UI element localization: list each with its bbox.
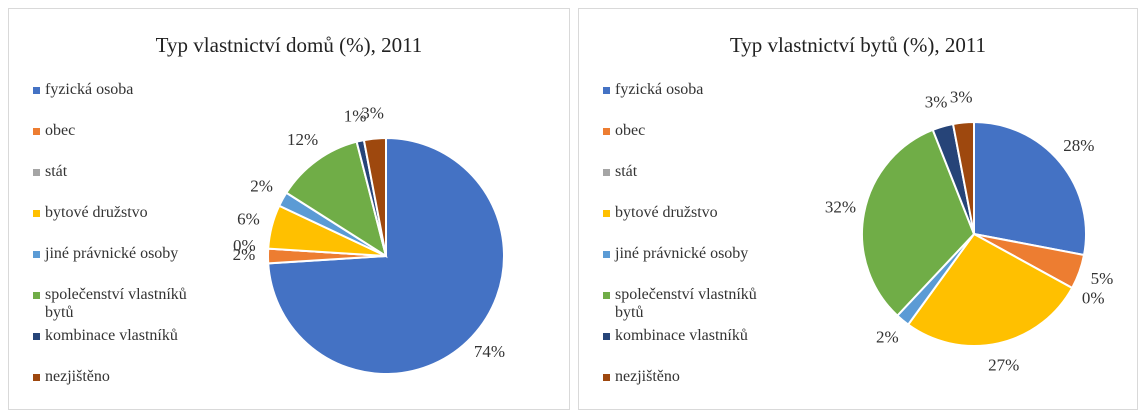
legend-swatch (33, 128, 40, 135)
legend-label: nezjištěno (45, 368, 110, 385)
legend-item: nezjištěno (603, 368, 775, 386)
pie: 28% 5%0% 27% 2% 32% 3% 3% (825, 88, 1114, 375)
data-label: 3% (925, 92, 948, 111)
pie: 74%2%0%6%2%12%1%3% (233, 104, 505, 375)
legend-swatch (33, 87, 40, 94)
legend-swatch (603, 292, 610, 299)
legend-swatch (603, 87, 610, 94)
chart-panel: Typ vlastnictví bytů (%), 2011 28% 5% 0% 27… (578, 8, 1138, 410)
data-label: 12% (287, 130, 318, 149)
chart-panel: Typ vlastnictví domů (%), 2011 74% 2% 0% 6%… (8, 8, 570, 410)
data-label: 74% (474, 342, 505, 361)
pie-slice (951, 120, 975, 235)
legend-swatch (603, 374, 610, 381)
legend-item: obec (603, 122, 775, 140)
legend-label: kombinace vlastníků (45, 327, 178, 344)
data-label: 3% (361, 104, 384, 123)
legend-swatch (33, 374, 40, 381)
legend-label: stát (45, 163, 68, 180)
legend-swatch (33, 169, 40, 176)
legend-item: jiné právnické osoby (33, 245, 205, 263)
legend-item: kombinace vlastníků (603, 327, 775, 345)
data-label: 32% (825, 197, 856, 216)
legend-swatch (603, 251, 610, 258)
legend-label: bytové družstvo (45, 204, 148, 221)
legend-label: nezjištěno (615, 368, 680, 385)
legend-item: společenství vlastníků bytů (603, 286, 775, 323)
data-label: 1% (344, 106, 367, 125)
legend-item: fyzická osoba (33, 81, 205, 99)
pie-slice (906, 232, 1074, 347)
legend-swatch (33, 333, 40, 340)
legend-label: společenství vlastníků bytů (615, 286, 757, 322)
legend-label: fyzická osoba (45, 81, 134, 98)
legend-label: fyzická osoba (615, 81, 704, 98)
pie-slice (284, 140, 388, 259)
legend-label: obec (45, 122, 76, 139)
data-label: 6% (237, 210, 260, 229)
legend-swatch (603, 169, 610, 176)
legend-label: kombinace vlastníků (615, 327, 748, 344)
legend-item: společenství vlastníků bytů (33, 286, 205, 323)
legend-item: stát (33, 163, 205, 181)
data-label: 28% (1063, 136, 1094, 155)
data-label: 0% (233, 236, 256, 255)
data-label: 2% (250, 176, 273, 195)
pie-slice (861, 128, 976, 318)
legend-swatch (603, 210, 610, 217)
legend-item: jiné právnické osoby (603, 245, 775, 263)
legend-swatch (603, 128, 610, 135)
legend-swatch (33, 251, 40, 258)
legend-item: stát (603, 163, 775, 181)
legend-swatch (33, 210, 40, 217)
legend-item: kombinace vlastníků (33, 327, 205, 345)
legend-item: bytové družstvo (33, 204, 205, 222)
legend-label: stát (615, 163, 638, 180)
data-label: 5% (1091, 269, 1114, 288)
legend-label: jiné právnické osoby (615, 245, 749, 262)
legend-label: bytové družstvo (615, 204, 718, 221)
data-label: 2% (876, 328, 899, 347)
data-label: 2% (233, 245, 256, 264)
chart-title: Typ vlastnictví bytů (%), 2011 (729, 33, 987, 57)
legend-label: obec (615, 122, 646, 139)
legend-item: fyzická osoba (603, 81, 775, 99)
legend-item: bytové družstvo (603, 204, 775, 222)
legend-item: nezjištěno (33, 368, 205, 386)
legend-item: obec (33, 122, 205, 140)
data-label: 3% (950, 88, 973, 107)
data-label: 27% (988, 356, 1019, 375)
legend-label: společenství vlastníků bytů (45, 286, 187, 322)
legend-swatch (33, 292, 40, 299)
chart-title: Typ vlastnictví domů (%), 2011 (155, 33, 423, 57)
data-label: 0% (1082, 288, 1105, 307)
legend-swatch (603, 333, 610, 340)
pie-slice (362, 136, 387, 257)
pie-slice (973, 120, 1087, 257)
legend-label: jiné právnické osoby (45, 245, 179, 262)
